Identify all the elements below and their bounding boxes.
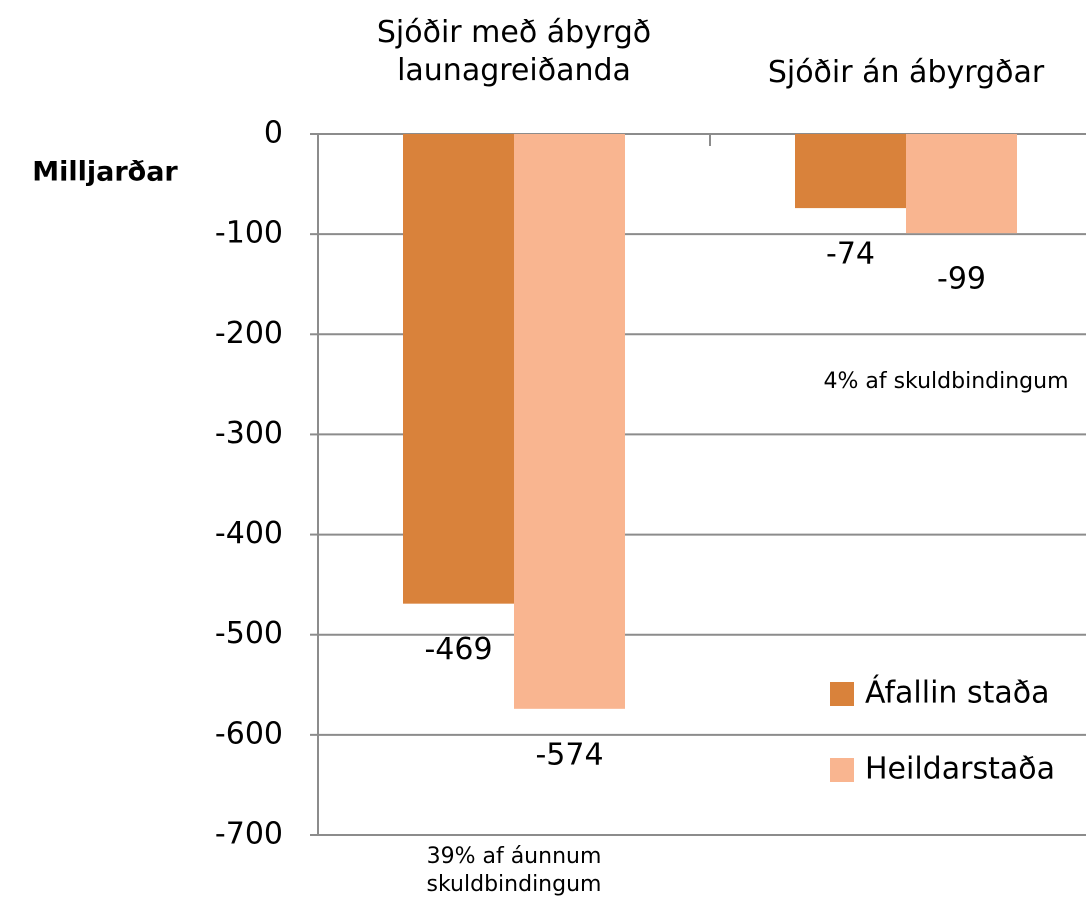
y-tick-label: -500 bbox=[215, 616, 283, 651]
legend-label: Áfallin staða bbox=[865, 675, 1049, 711]
bar bbox=[514, 134, 625, 709]
annotation: 4% af skuldbindingum bbox=[823, 369, 1069, 394]
legend-label: Heildarstaða bbox=[865, 752, 1055, 787]
bar bbox=[906, 134, 1017, 234]
y-tick-label: -100 bbox=[215, 216, 283, 251]
category-label: Sjóðir með ábyrgð launagreiðanda bbox=[376, 15, 652, 88]
data-label: -574 bbox=[535, 737, 603, 772]
y-tick-label: -600 bbox=[215, 716, 283, 751]
y-tick-label: -300 bbox=[215, 416, 283, 451]
legend-swatch bbox=[830, 682, 854, 706]
y-axis-label: Milljarðar bbox=[32, 157, 178, 188]
legend-swatch bbox=[830, 758, 854, 782]
y-tick-label: 0 bbox=[264, 116, 283, 151]
y-tick-label: -700 bbox=[215, 817, 283, 852]
y-tick-label: -200 bbox=[215, 316, 283, 351]
bar bbox=[795, 134, 906, 209]
y-tick-label: -400 bbox=[215, 516, 283, 551]
data-label: -469 bbox=[424, 632, 492, 667]
data-label: -74 bbox=[826, 237, 875, 272]
data-label: -99 bbox=[937, 262, 986, 297]
category-label: Sjóðir án ábyrgðar bbox=[767, 55, 1045, 90]
bar bbox=[403, 134, 514, 604]
annotation: 39% af áunnum skuldbindingum bbox=[426, 844, 602, 897]
